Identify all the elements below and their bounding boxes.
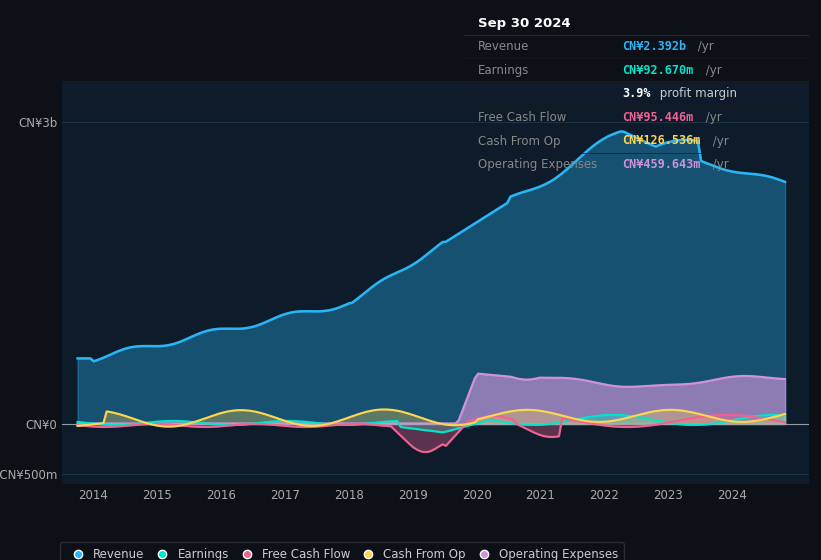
Text: Operating Expenses: Operating Expenses <box>478 158 597 171</box>
Text: /yr: /yr <box>709 134 729 147</box>
Text: profit margin: profit margin <box>656 87 737 100</box>
Text: /yr: /yr <box>709 158 729 171</box>
Text: Sep 30 2024: Sep 30 2024 <box>478 16 571 30</box>
Text: Revenue: Revenue <box>478 40 529 53</box>
Text: /yr: /yr <box>702 111 722 124</box>
Text: CN¥126.536m: CN¥126.536m <box>622 134 701 147</box>
Text: Free Cash Flow: Free Cash Flow <box>478 111 566 124</box>
Text: CN¥92.670m: CN¥92.670m <box>622 64 694 77</box>
Text: CN¥459.643m: CN¥459.643m <box>622 158 701 171</box>
Legend: Revenue, Earnings, Free Cash Flow, Cash From Op, Operating Expenses: Revenue, Earnings, Free Cash Flow, Cash … <box>60 543 624 560</box>
Text: /yr: /yr <box>702 64 722 77</box>
Text: 3.9%: 3.9% <box>622 87 651 100</box>
Text: /yr: /yr <box>695 40 714 53</box>
Text: Earnings: Earnings <box>478 64 529 77</box>
Text: CN¥2.392b: CN¥2.392b <box>622 40 686 53</box>
Text: CN¥95.446m: CN¥95.446m <box>622 111 694 124</box>
Text: Cash From Op: Cash From Op <box>478 134 560 147</box>
